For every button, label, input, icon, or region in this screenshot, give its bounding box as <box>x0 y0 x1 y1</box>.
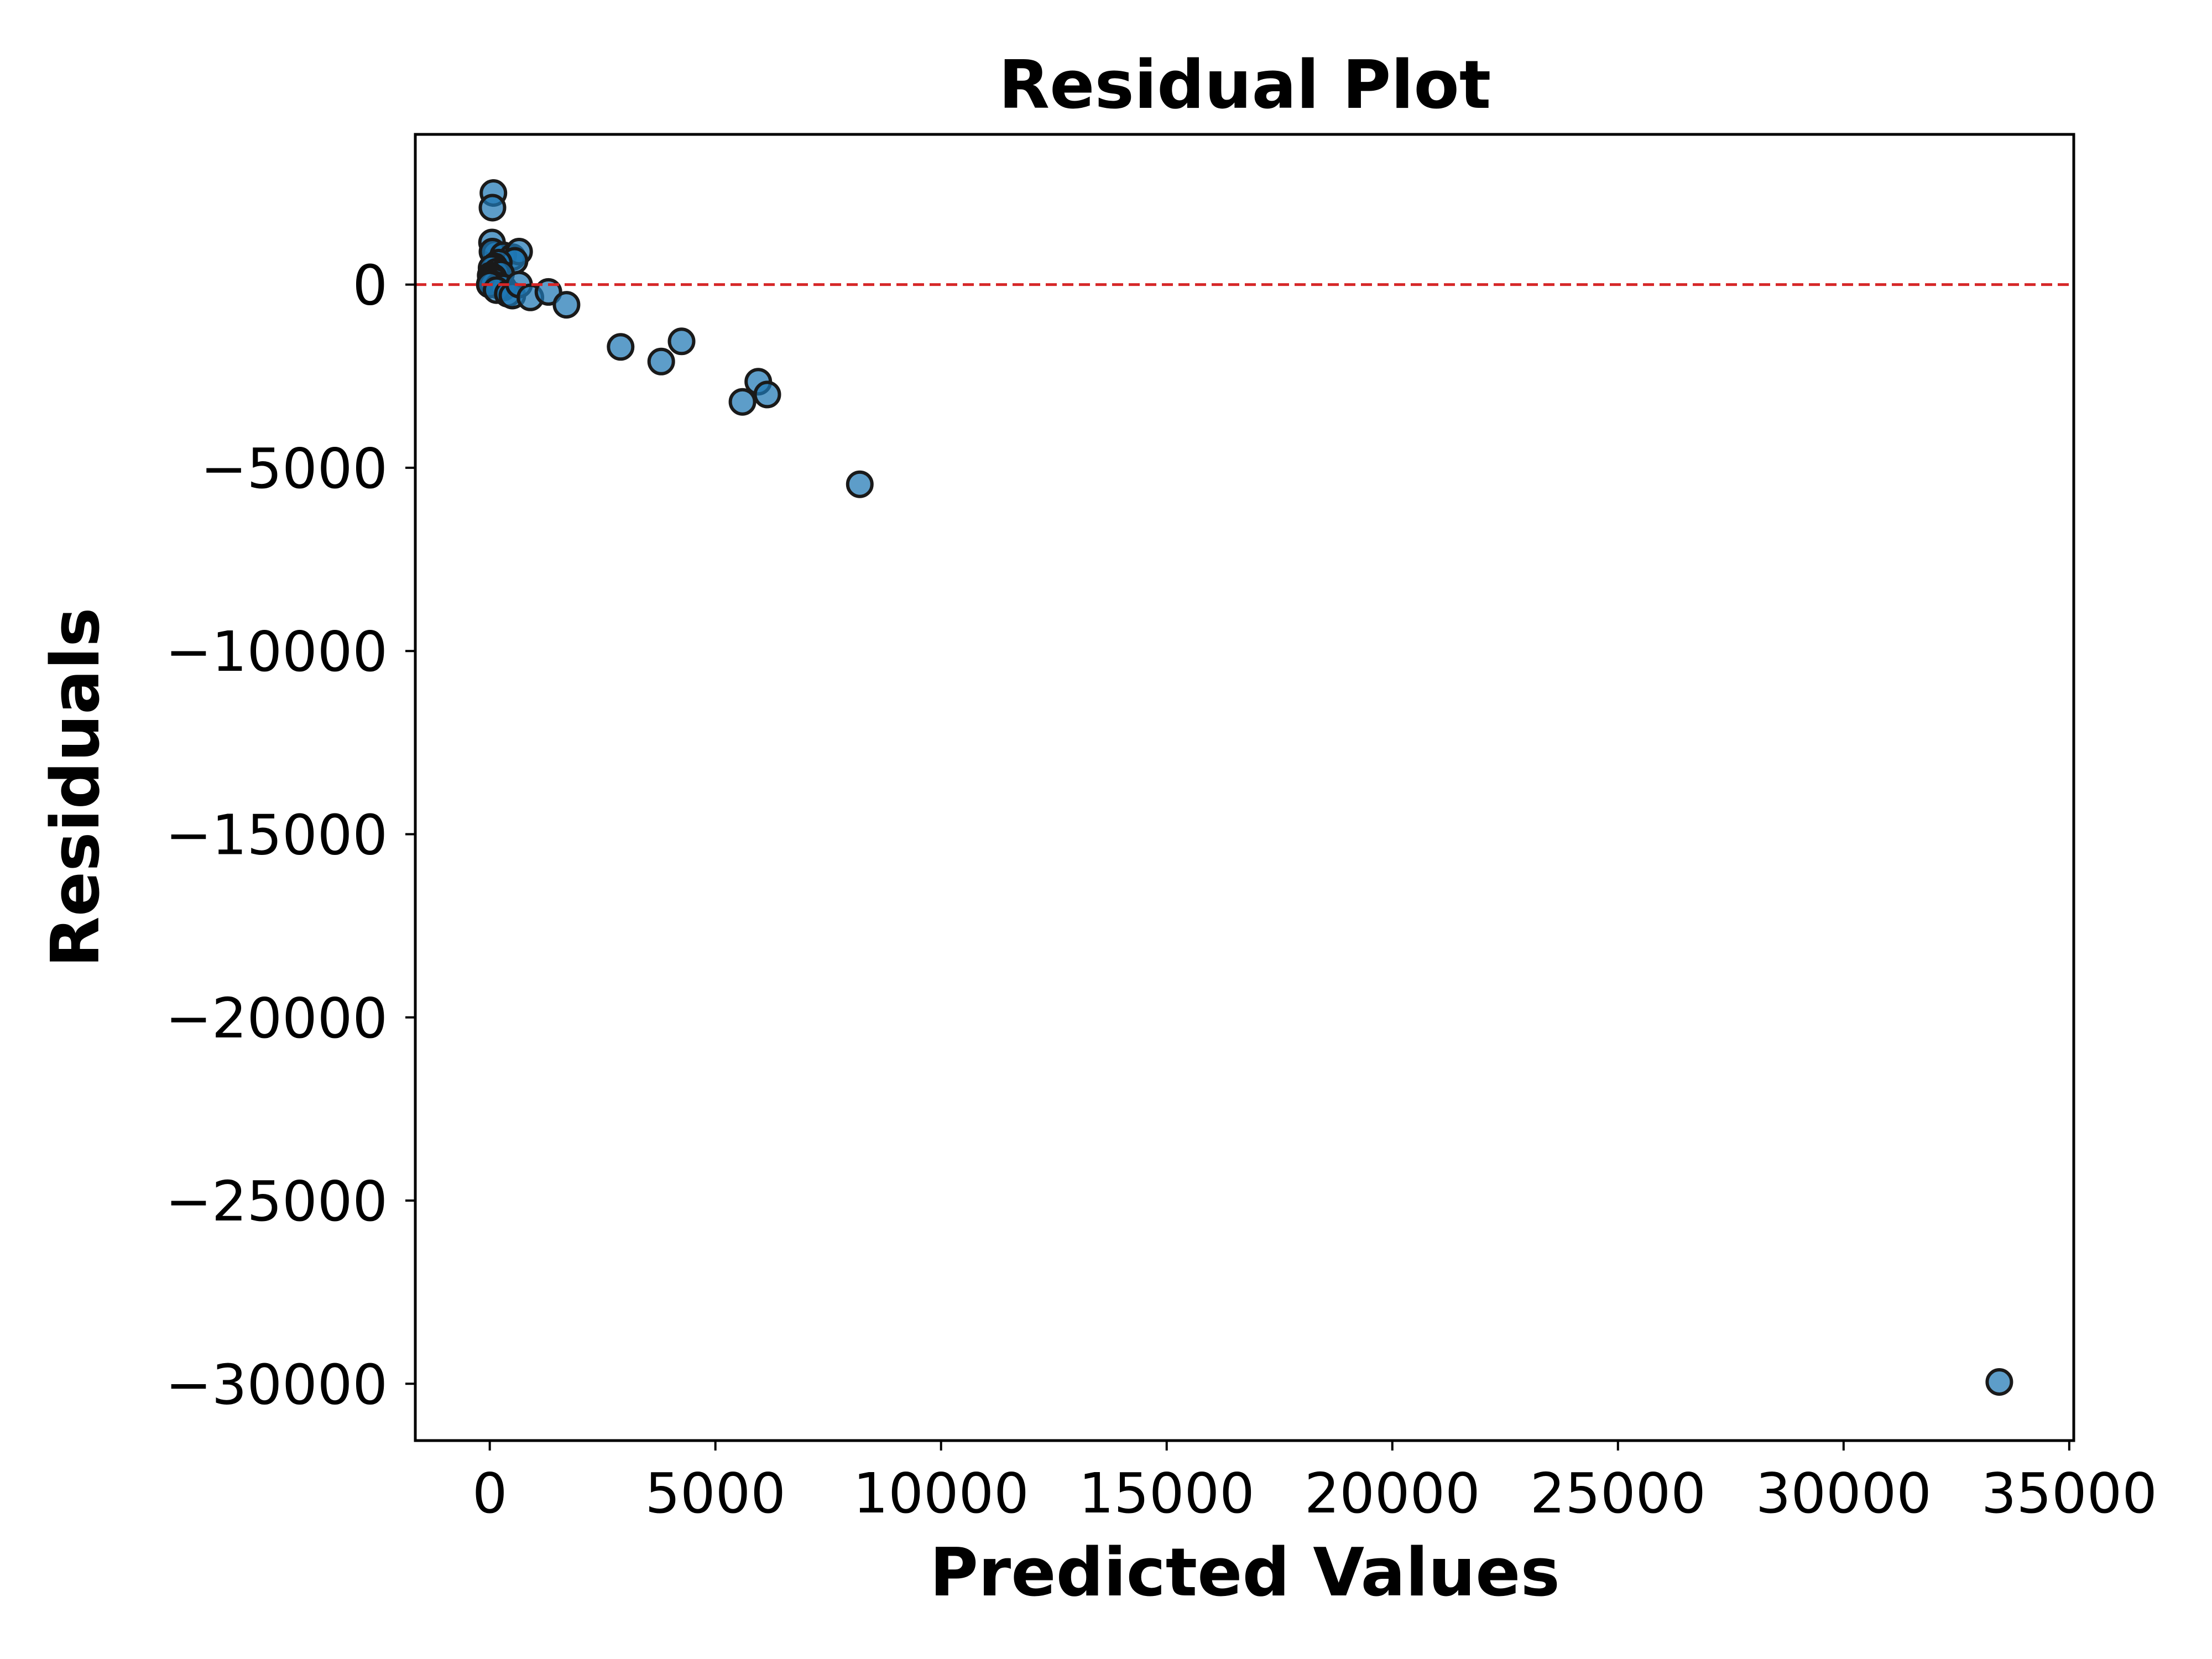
x-tick-label: 35000 <box>1981 1461 2157 1526</box>
x-axis-ticks: 0 5000 10000 15000 20000 25000 30000 35000 <box>472 1441 2157 1526</box>
data-point-36 <box>846 470 874 498</box>
x-tick-label: 20000 <box>1305 1461 1480 1526</box>
data-point-29 <box>552 291 581 319</box>
data-point-1 <box>478 194 507 222</box>
y-axis-ticks: 0 −5000 −10000 −15000 −20000 −25000 −30000 <box>165 253 415 1417</box>
y-tick-label: −20000 <box>165 986 388 1051</box>
chart-title: Residual Plot <box>999 47 1491 124</box>
y-tick-label: −5000 <box>201 436 388 501</box>
data-point-32 <box>667 327 696 356</box>
x-axis-label: Predicted Values <box>930 1535 1560 1611</box>
data-point-30 <box>607 333 635 361</box>
y-axis-label: Residuals <box>38 607 114 967</box>
data-point-35 <box>753 380 781 409</box>
x-tick-label: 0 <box>472 1461 508 1526</box>
x-tick-label: 15000 <box>1079 1461 1255 1526</box>
data-point-31 <box>647 347 675 375</box>
y-tick-label: −15000 <box>165 802 388 867</box>
y-tick-label: −30000 <box>165 1352 388 1417</box>
data-point-34 <box>728 388 757 416</box>
x-tick-label: 30000 <box>1756 1461 1932 1526</box>
y-tick-label: −25000 <box>165 1169 388 1234</box>
plot-area-frame <box>414 133 2075 1442</box>
x-tick-label: 25000 <box>1530 1461 1706 1526</box>
x-tick-label: 5000 <box>645 1461 786 1526</box>
x-tick-label: 10000 <box>853 1461 1029 1526</box>
y-tick-label: 0 <box>352 253 388 318</box>
y-tick-label: −10000 <box>165 619 388 684</box>
data-point-37 <box>1985 1368 2013 1396</box>
